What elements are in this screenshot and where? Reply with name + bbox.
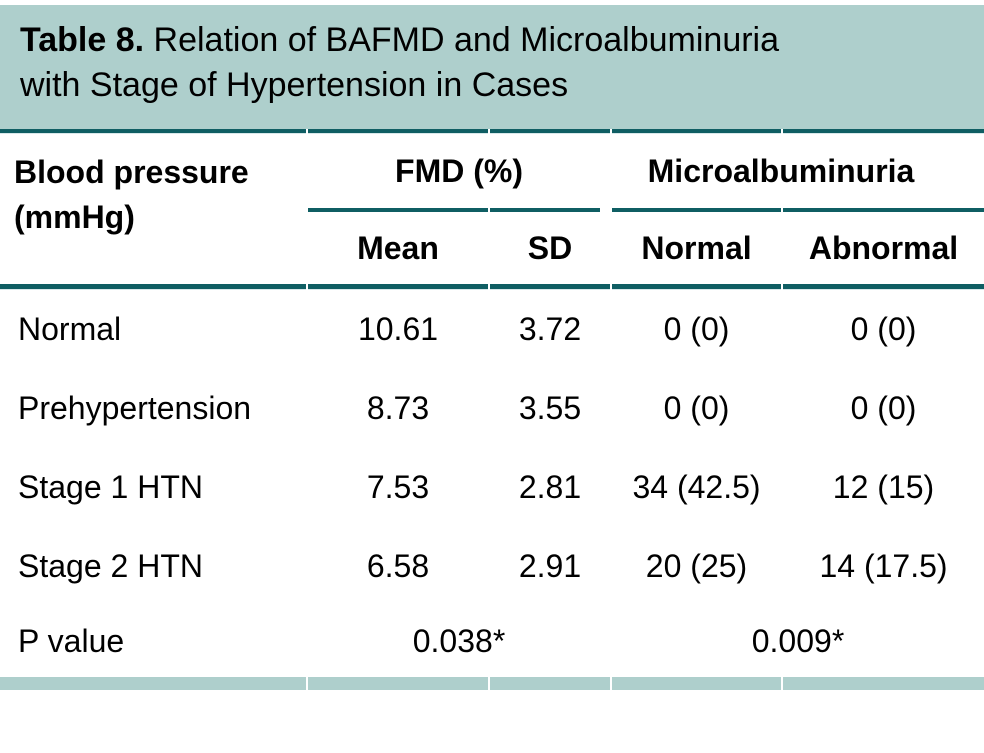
- cell-normal: 20 (25): [645, 548, 748, 584]
- row-label: Stage 2 HTN: [18, 548, 203, 584]
- cell-sd: 3.55: [518, 390, 582, 426]
- cell-abnormal: 14 (17.5): [819, 548, 948, 584]
- cell-mean: 8.73: [366, 390, 430, 426]
- rule-segment: [0, 284, 306, 290]
- row-label: Normal: [18, 311, 122, 347]
- cell-sd: 3.72: [518, 311, 582, 347]
- rule-segment: [783, 129, 984, 134]
- footer-bar-segment: [308, 677, 488, 690]
- cell-mean: 10.61: [357, 311, 439, 347]
- cell-sd: 2.91: [518, 548, 582, 584]
- column-header-mean: Mean: [357, 229, 439, 266]
- cell-sd: 2.81: [518, 469, 582, 505]
- table-title: Table 8. Relation of BAFMD and Microalbu…: [0, 0, 984, 129]
- cell-mean: 7.53: [366, 469, 430, 505]
- rule-segment: [783, 284, 984, 290]
- rule-segment: [308, 284, 488, 290]
- column-header-normal: Normal: [641, 229, 752, 266]
- p-value-label: P value: [18, 623, 125, 659]
- rule-segment: [0, 129, 306, 134]
- group-underline-segment: [490, 208, 600, 212]
- table-number-label: Table 8.: [20, 21, 145, 59]
- column-group-fmd: FMD (%): [395, 152, 523, 189]
- column-group-microalbuminuria: Microalbuminuria: [647, 152, 915, 189]
- row-label: Prehypertension: [18, 390, 252, 426]
- table-title-line1: Relation of BAFMD and Microalbuminuria: [144, 21, 780, 59]
- footer-bar-segment: [612, 677, 781, 690]
- table-8: Table 8. Relation of BAFMD and Microalbu…: [0, 0, 984, 690]
- footer-bar-segment: [0, 677, 306, 690]
- rule-segment: [308, 129, 488, 134]
- group-underline-segment: [308, 208, 488, 212]
- cell-mean: 6.58: [366, 548, 430, 584]
- p-value-fmd: 0.038*: [412, 623, 506, 659]
- column-header-abnormal: Abnormal: [808, 229, 959, 266]
- column-header-blood-pressure: Blood pressure (mmHg): [14, 154, 249, 235]
- cell-normal: 0 (0): [663, 311, 730, 347]
- footer-bar-segment: [490, 677, 610, 690]
- group-underline-segment: [783, 208, 984, 212]
- cell-abnormal: 0 (0): [850, 390, 917, 426]
- p-value-microalbuminuria: 0.009*: [751, 623, 845, 659]
- cell-normal: 34 (42.5): [632, 469, 761, 505]
- row-label: Stage 1 HTN: [18, 469, 203, 505]
- rule-segment: [612, 284, 781, 290]
- group-underline-segment: [612, 208, 781, 212]
- cell-normal: 0 (0): [663, 390, 730, 426]
- footer-bar-segment: [783, 677, 984, 690]
- rule-segment: [490, 284, 610, 290]
- cell-abnormal: 0 (0): [850, 311, 917, 347]
- rule-segment: [612, 129, 781, 134]
- column-header-sd: SD: [527, 229, 573, 266]
- cell-abnormal: 12 (15): [832, 469, 935, 505]
- table-title-line2: with Stage of Hypertension in Cases: [20, 66, 569, 104]
- rule-segment: [490, 129, 610, 134]
